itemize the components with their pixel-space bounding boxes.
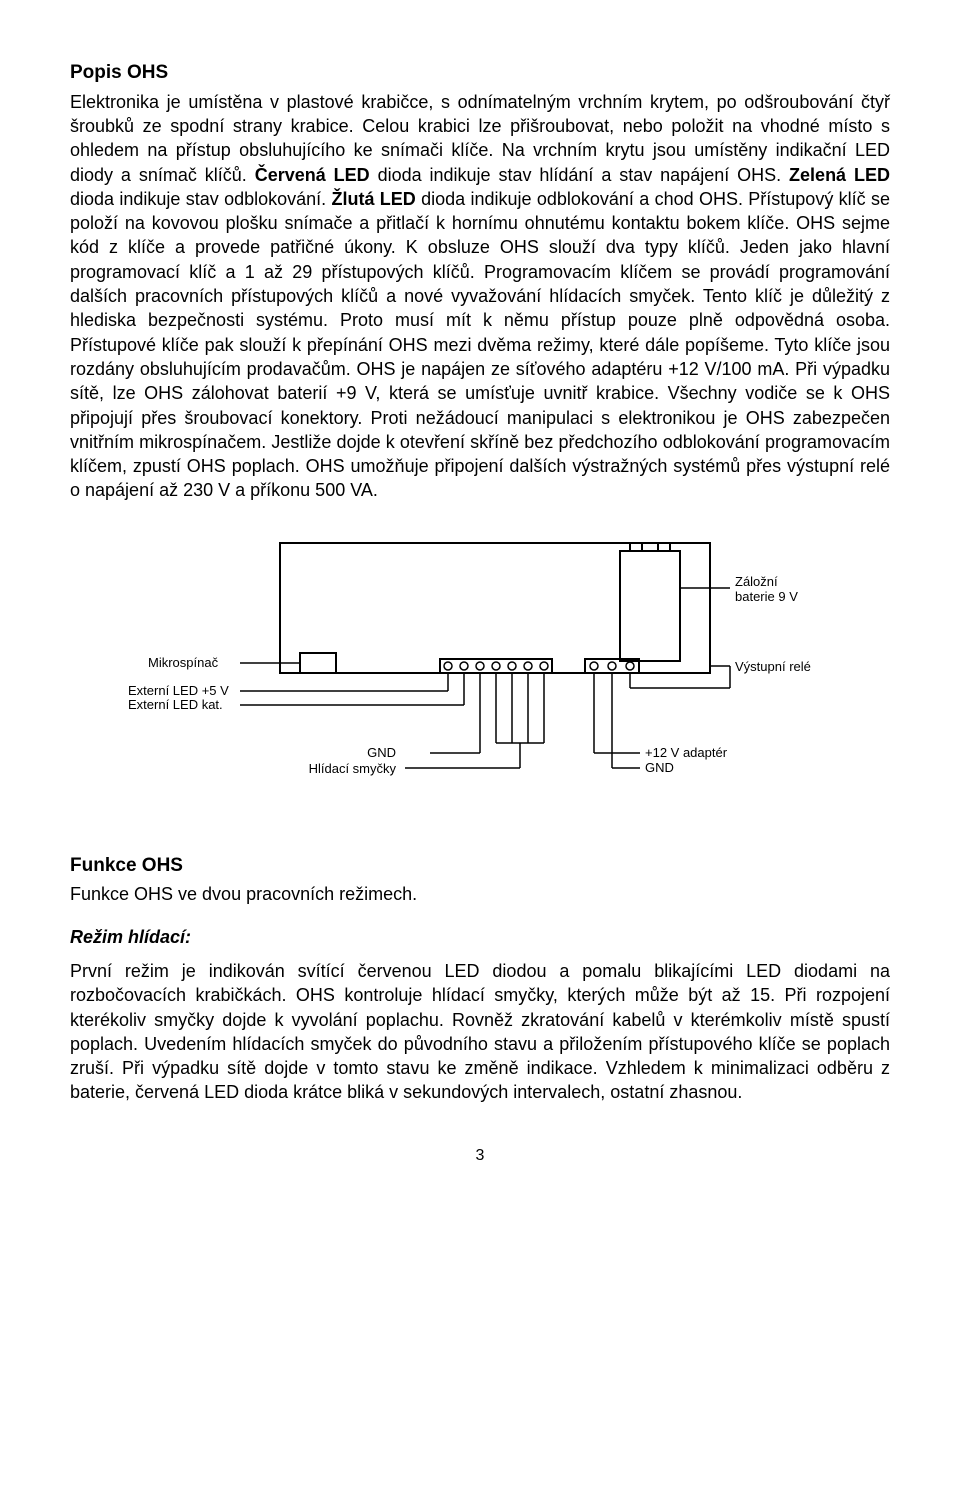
lbl-gnd-left: GND: [367, 745, 396, 760]
section2-title: Funkce OHS: [70, 853, 890, 879]
lbl-microswitch: Mikrospínač: [148, 655, 219, 670]
p1-t5: Žlutá LED: [331, 189, 415, 209]
p1-t2: dioda indikuje stav hlídání a stav napáj…: [378, 165, 789, 185]
p1-t6: dioda indikuje odblokování a chod OHS. P…: [70, 189, 890, 501]
wiring-diagram: Záložní baterie 9 V Mikrospínač Externí …: [70, 533, 890, 813]
page-number: 3: [70, 1145, 890, 1167]
section2-body: Funkce OHS ve dvou pracovních režimech.: [70, 882, 890, 906]
lbl-battery2: baterie 9 V: [735, 589, 798, 604]
lbl-hlidaci: Hlídací smyčky: [309, 761, 397, 776]
section3-body: První režim je indikován svítící červeno…: [70, 959, 890, 1105]
p1-t1: Červená LED: [255, 165, 370, 185]
lbl-ext-led-kat: Externí LED kat.: [128, 697, 223, 712]
p1-t3: Zelená LED: [789, 165, 890, 185]
lbl-gnd-right: GND: [645, 760, 674, 775]
lbl-rele: Výstupní relé: [735, 659, 811, 674]
lbl-adapter: +12 V adaptér: [645, 745, 728, 760]
lbl-battery1: Záložní: [735, 574, 778, 589]
p1-t4: dioda indikuje stav odblokování.: [70, 189, 331, 209]
section1-title: Popis OHS: [70, 60, 890, 86]
section3-title: Režim hlídací:: [70, 927, 191, 947]
lbl-ext-led-5v: Externí LED +5 V: [128, 683, 229, 698]
section1-body: Elektronika je umístěna v plastové krabi…: [70, 90, 890, 503]
